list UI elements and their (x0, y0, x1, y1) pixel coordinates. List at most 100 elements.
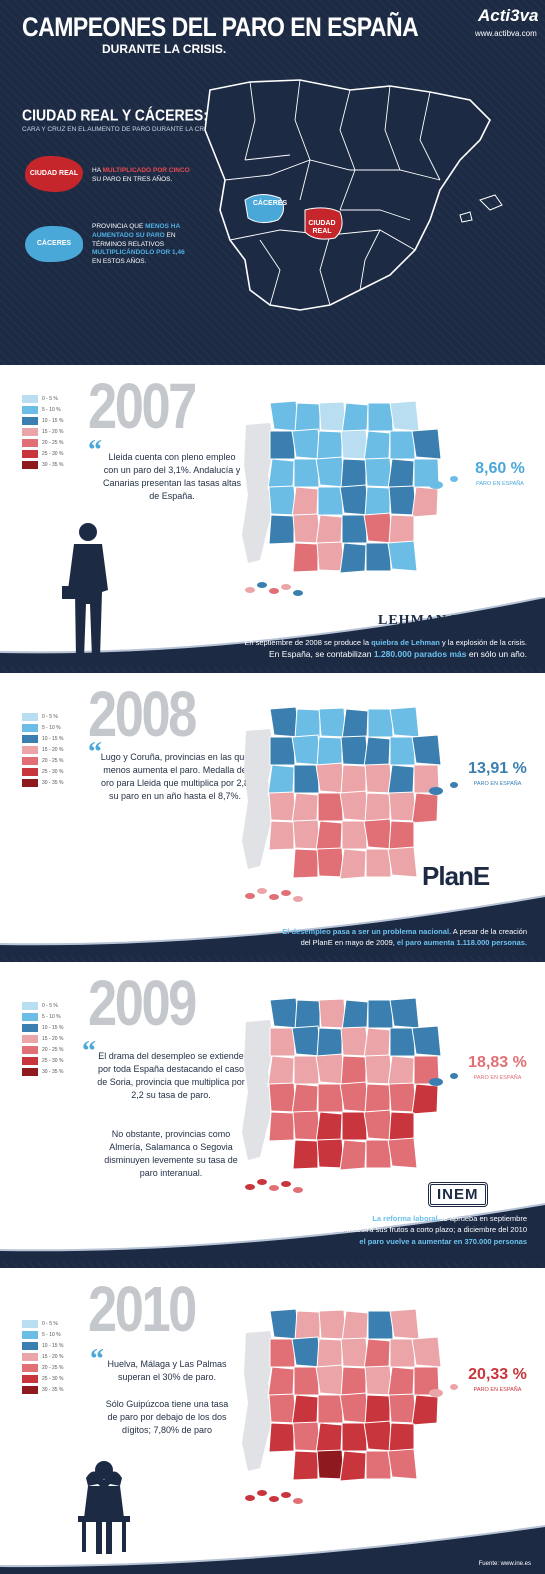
province-shape (340, 1366, 367, 1397)
province-shape (267, 764, 295, 796)
note-highlight: La reforma laboral (372, 1214, 438, 1223)
scale-label: 5 - 10 % (42, 1013, 61, 1020)
canary-island-shape (257, 888, 267, 894)
canary-island-shape (281, 890, 291, 896)
province-shape (339, 790, 370, 822)
canary-island-shape (269, 1496, 279, 1502)
scale-item: 30 - 35 % (22, 1066, 70, 1077)
desc-highlight: MULTIPLICÁNDOLO POR 1,46 (92, 249, 185, 257)
province-shape (364, 792, 391, 823)
scale-swatch (22, 427, 38, 436)
scale-swatch (22, 712, 38, 721)
province-shape (363, 430, 391, 462)
scale-label: 5 - 10 % (42, 724, 61, 731)
province-shape (339, 542, 367, 574)
scale-label: 30 - 35 % (42, 779, 64, 786)
province-shape (317, 792, 344, 822)
province-shape (292, 848, 319, 879)
unemployment-rate: 13,91 % (468, 760, 527, 777)
province-shape (367, 1310, 394, 1340)
province-shape (411, 486, 439, 518)
province-shape (411, 1336, 442, 1368)
note-text: en sólo un año. (468, 649, 527, 660)
scale-label: 15 - 20 % (42, 428, 64, 435)
note-line: En España, se contabilizan 1.280.000 par… (244, 648, 527, 661)
panel-wave (0, 1203, 545, 1262)
rate-label: PARO EN ESPAÑA (473, 1075, 522, 1081)
province-shape (318, 1309, 347, 1340)
scale-swatch (22, 1385, 38, 1394)
source-credit: Fuente: www.ine.es (478, 1561, 531, 1567)
scale-item: 5 - 10 % (22, 404, 70, 415)
caceres-label: CÁCERES (36, 240, 72, 248)
scale-label: 5 - 10 % (42, 406, 61, 413)
desc-text: PROVINCIA QUE (92, 223, 144, 230)
province-shape (291, 792, 319, 824)
businessman-silhouette-icon (62, 523, 108, 658)
province-shape (294, 999, 321, 1030)
canary-island-shape (281, 1181, 291, 1187)
province-shape (340, 1055, 367, 1086)
note-text: y la explosión de la crisis. (441, 638, 527, 647)
province-shape (268, 1393, 297, 1424)
scale-item: 5 - 10 % (22, 1329, 70, 1340)
note-highlight: 1.280.000 parados más (373, 649, 467, 660)
scale-label: 0 - 5 % (42, 1320, 58, 1327)
scale-swatch (22, 460, 38, 469)
balearic-island-shape (429, 1078, 443, 1086)
note-highlight: el paro vuelve a aumentar en 370.000 per… (359, 1236, 527, 1246)
province-shape (341, 708, 369, 740)
scale-label: 25 - 30 % (42, 450, 64, 457)
province-shape (291, 486, 319, 518)
panel-note: En septiembre de 2008 se produce la quie… (244, 637, 527, 661)
province-shape (341, 1111, 368, 1141)
quote-mark-icon: “ (88, 737, 102, 768)
scale-swatch (22, 449, 38, 458)
province-shape (411, 792, 439, 824)
province-shape (365, 848, 392, 878)
province-shape (365, 1139, 392, 1169)
province-shape (340, 458, 367, 489)
note-line: del PlanE en mayo de 2009, el paro aumen… (282, 937, 527, 948)
province-shape (267, 1366, 295, 1398)
distressed-man-icon (78, 1461, 130, 1554)
scale-label: 30 - 35 % (42, 461, 64, 468)
province-shape (363, 1027, 391, 1059)
province-shape (364, 1365, 393, 1396)
intro-title: CIUDAD REAL Y CÁCERES: (22, 106, 208, 124)
province-shape (367, 402, 394, 432)
scale-item: 10 - 15 % (22, 1340, 70, 1351)
ciudad-real-shape: CIUDAD REAL (25, 156, 83, 192)
province-shape (367, 708, 394, 738)
balearic-island-shape (429, 787, 443, 795)
plane-logo: PlanE (422, 861, 490, 891)
province-shape (341, 999, 369, 1031)
quote-mark-icon: “ (88, 435, 102, 466)
province-shape (315, 456, 346, 488)
scale-item: 5 - 10 % (22, 1011, 70, 1022)
note-line: El desempleo pasa a ser un problema naci… (282, 926, 527, 937)
province-shape (292, 1421, 321, 1452)
province-shape (292, 1450, 319, 1481)
scale-swatch (22, 1023, 38, 1032)
scale-label: 10 - 15 % (42, 735, 64, 742)
province-shape (364, 1083, 391, 1114)
note-text: En septiembre de 2008 se produce la (244, 638, 369, 647)
panel-2010: PORCENTAJE DE PARADOS 0 - 5 % 5 - 10 % 10 … (0, 1268, 545, 1574)
province-shape (315, 762, 346, 794)
desc-text: SU PARO EN TRES AÑOS. (92, 175, 173, 183)
map-caceres-label: CÁCERES (252, 200, 288, 207)
color-scale: 0 - 5 % 5 - 10 % 10 - 15 % 15 - 20 % 20 - 25… (22, 1318, 70, 1395)
scale-item: 20 - 25 % (22, 1362, 70, 1373)
province-shape (389, 1027, 416, 1057)
scale-item: 20 - 25 % (22, 755, 70, 766)
province-shape (293, 1055, 320, 1085)
canary-island-shape (257, 1179, 267, 1185)
province-shape (341, 820, 368, 850)
province-shape (293, 1366, 320, 1396)
note-highlight: quiebra de Lehman (371, 638, 440, 647)
province-shape (389, 997, 420, 1029)
province-shape (291, 428, 322, 460)
province-shape (387, 1137, 418, 1169)
province-shape (387, 458, 415, 490)
